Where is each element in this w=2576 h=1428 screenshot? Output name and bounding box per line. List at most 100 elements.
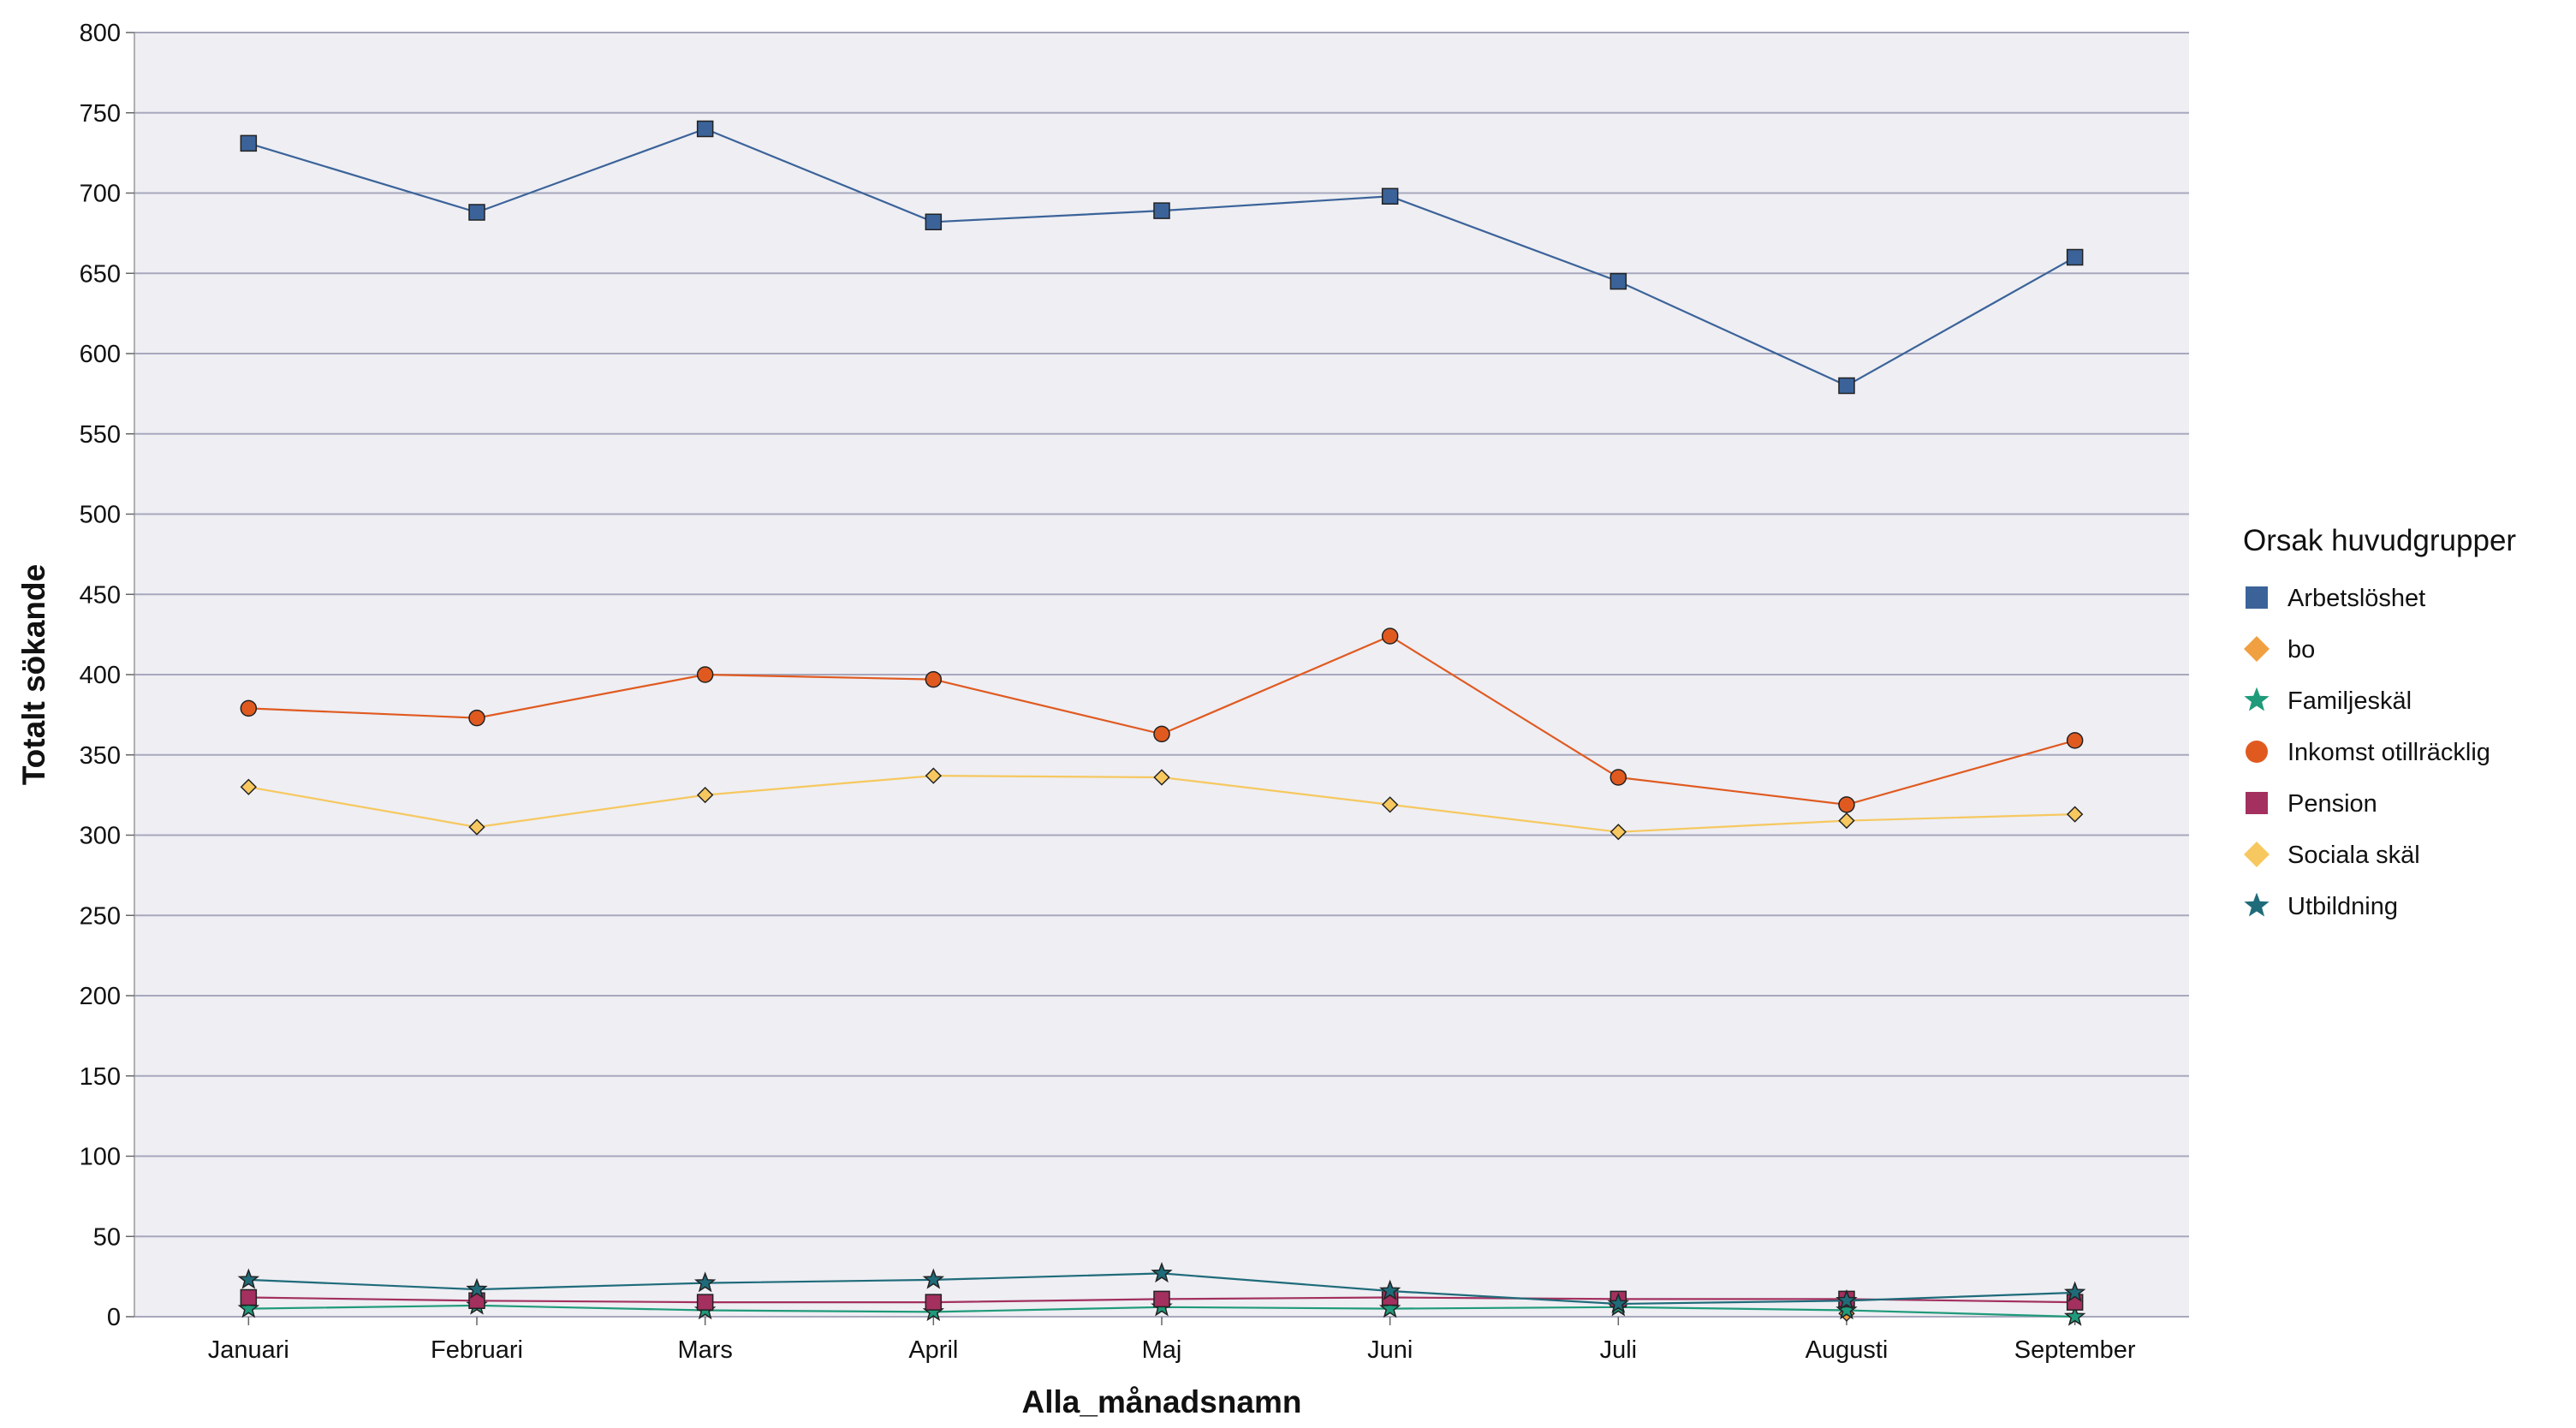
data-point [2066,732,2084,749]
legend-item: Inkomst otillräcklig [2246,739,2490,766]
y-tick-label: 650 [80,260,121,288]
data-point [1609,824,1627,841]
data-point [1607,1292,1630,1313]
y-tick-label: 50 [93,1223,121,1251]
legend-item: Sociala skäl [2244,842,2420,869]
data-point [925,213,943,230]
x-axis-title: Alla_månadsnamn [1022,1384,1302,1419]
data-point [1609,272,1627,290]
data-point [1153,1290,1170,1308]
data-point [1838,377,1855,395]
x-tick-label: Maj [1142,1336,1182,1364]
x-tick-label: September [2014,1336,2136,1364]
data-point [1151,1262,1173,1283]
legend-label: Pension [2287,790,2377,818]
data-point [922,1268,945,1289]
y-tick-label: 400 [80,662,121,689]
x-tick-label: Juni [1367,1336,1413,1364]
data-point [696,786,714,804]
data-point [925,670,943,688]
legend-item: bo [2244,636,2315,663]
data-point [696,666,714,683]
y-tick-label: 350 [80,742,121,770]
series-arbetslöshet [240,120,2084,395]
data-point [468,709,485,727]
series-sociala-skäl [240,767,2084,841]
data-point [1381,187,1399,205]
y-tick-label: 150 [80,1063,121,1091]
legend-label: Inkomst otillräcklig [2287,739,2490,766]
legend-marker [2246,586,2268,609]
x-tick-label: Januari [208,1336,289,1364]
y-tick-label: 750 [80,100,121,128]
y-axis-title: Totalt sökande [16,564,51,785]
gridlines [134,32,2189,1318]
y-tick-label: 800 [80,20,121,47]
legend-item: Arbetslöshet [2246,585,2425,612]
y-tick-label: 450 [80,581,121,609]
legend-title: Orsak huvudgrupper [2243,524,2516,557]
series-inkomst-otillräcklig [240,628,2084,813]
data-point [2063,1305,2086,1326]
data-point [693,1271,717,1293]
data-point [240,134,258,152]
x-tick-label: Mars [677,1336,732,1364]
data-point [237,1268,260,1289]
data-point [468,204,485,221]
data-point [1838,796,1855,813]
series-utbildning [237,1262,2086,1313]
y-tick-label: 700 [80,181,121,208]
legend-label: Familjeskäl [2287,687,2412,715]
y-tick-label: 550 [80,421,121,449]
y-tick-label: 200 [80,983,121,1010]
data-point [696,1294,714,1311]
data-point [2063,1281,2086,1302]
legend-label: bo [2287,636,2315,663]
legend-item: Familjeskäl [2244,687,2412,715]
legend-item: Pension [2246,790,2377,818]
data-point [1153,725,1170,743]
y-tick-label: 250 [80,902,121,930]
data-point [696,120,714,138]
data-point [925,767,943,784]
data-point [1838,812,1855,830]
y-tick-label: 600 [80,341,121,368]
data-point [240,778,258,795]
data-point [1381,796,1399,813]
data-point [1609,769,1627,786]
data-point [240,699,258,717]
legend: Orsak huvudgrupper Arbetslöshet bo Familje… [2243,524,2516,920]
legend-label: Sociala skäl [2287,842,2420,869]
data-point [925,1294,943,1311]
x-tick-label: Augusti [1806,1336,1889,1364]
y-tick-label: 300 [80,823,121,850]
data-point [1381,628,1399,645]
legend-item: Utbildning [2244,892,2398,920]
legend-marker [2244,687,2270,711]
data-point [466,1277,488,1299]
legend-marker [2244,892,2270,917]
data-point [2066,806,2084,823]
data-point [468,818,485,836]
data-point [240,1288,258,1306]
data-point [2066,248,2084,266]
x-tick-label: April [908,1336,958,1364]
x-tick-label: Juli [1600,1336,1638,1364]
data-point [1153,769,1170,786]
x-axis-ticks: Januari Februari Mars April Maj Juni Juli Augus… [208,1317,2136,1364]
legend-marker [2244,842,2270,867]
legend-marker [2246,741,2268,763]
y-tick-label: 500 [80,502,121,529]
series-layer [237,120,2086,1326]
y-tick-label: 100 [80,1144,121,1171]
legend-marker [2244,636,2270,662]
data-point [1835,1288,1858,1311]
data-point [1378,1279,1401,1300]
legend-marker [2246,792,2268,814]
y-tick-label: 0 [107,1304,121,1331]
legend-label: Utbildning [2287,893,2398,920]
legend-label: Arbetslöshet [2287,585,2425,612]
y-axis-ticks: 0 50 100 150 200 250 300 350 400 450 500 550 600 650 7… [80,20,134,1331]
data-point [1153,202,1170,219]
